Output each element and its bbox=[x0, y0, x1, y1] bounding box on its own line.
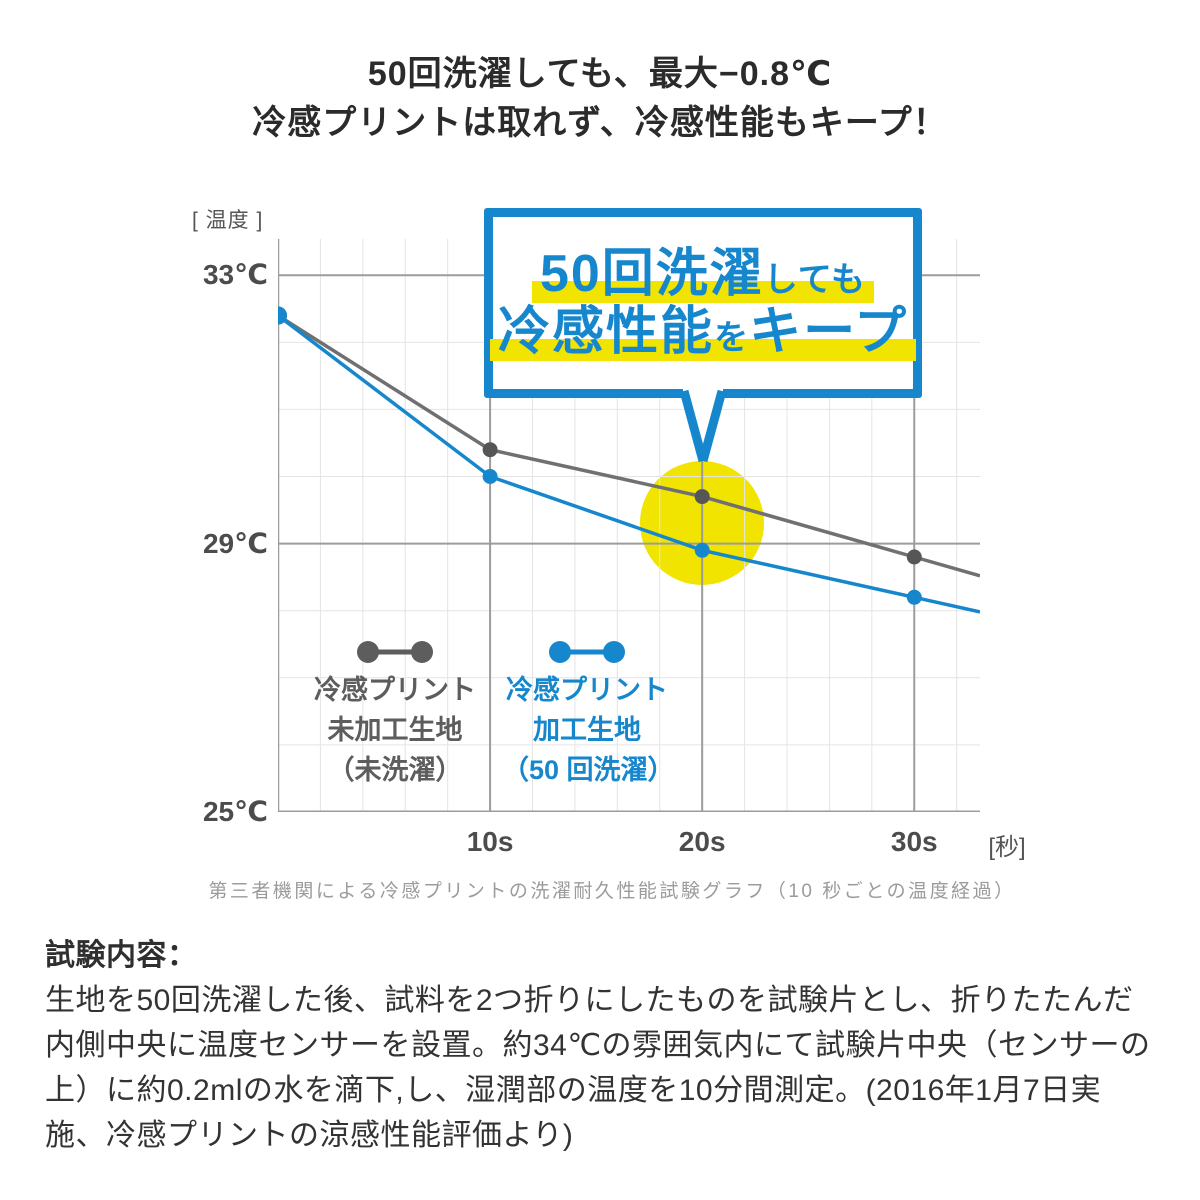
callout-bubble: 50回洗濯しても 冷感性能をキープ bbox=[484, 208, 922, 398]
callout-text: を bbox=[714, 319, 750, 357]
legend-label: （50 回洗濯） bbox=[502, 755, 675, 785]
page-title: 50回洗濯しても、最大−0.8℃ 冷感プリントは取れず、冷感性能もキープ！ bbox=[0, 50, 1200, 148]
callout-text: しても bbox=[763, 260, 867, 299]
callout-line1: 50回洗濯しても bbox=[531, 244, 875, 303]
legend-item-treated: 冷感プリント 加工生地 （50 回洗濯） bbox=[502, 640, 675, 790]
page-title-line1: 50回洗濯しても、最大−0.8℃ bbox=[367, 55, 833, 93]
callout-text: 50回洗濯 bbox=[539, 244, 764, 303]
callout-tail-icon bbox=[679, 389, 727, 463]
legend-label: 冷感プリント bbox=[506, 675, 668, 705]
legend-label: 冷感プリント bbox=[314, 675, 476, 705]
x-tick-label: 30s bbox=[890, 826, 938, 857]
chart-caption: 第三者機関による冷感プリントの洗濯耐久性能試験グラフ（10 秒ごとの温度経過） bbox=[208, 881, 1016, 902]
legend-label: 未加工生地 bbox=[327, 715, 463, 745]
x-tick-label: 20s bbox=[678, 826, 726, 857]
legend-label: 加工生地 bbox=[533, 715, 641, 745]
callout-text: キープ bbox=[749, 303, 908, 361]
y-tick-label: 29℃ bbox=[202, 527, 268, 559]
page-title-line2: 冷感プリントは取れず、冷感性能もキープ！ bbox=[252, 104, 948, 142]
y-axis-unit-label: [ 温度 ] bbox=[192, 209, 264, 232]
y-tick-label: 25℃ bbox=[202, 796, 268, 827]
callout-line2: 冷感性能をキープ bbox=[490, 303, 916, 362]
callout-text: 冷感性能 bbox=[498, 303, 715, 361]
legend-item-untreated: 冷感プリント 未加工生地 （未洗濯） bbox=[310, 640, 480, 790]
legend-label: （未洗濯） bbox=[327, 755, 463, 785]
test-heading: 試験内容： bbox=[45, 939, 198, 972]
blue-line-marker-icon bbox=[549, 641, 625, 663]
x-tick-label: 10s bbox=[466, 826, 514, 857]
y-tick-label: 33℃ bbox=[202, 259, 268, 291]
x-axis-unit-label: [秒] bbox=[988, 834, 1026, 861]
test-body: 生地を50回洗濯した後、試料を2つ折りにしたものを試験片とし、折りたたんだ内側中… bbox=[45, 984, 1151, 1152]
test-description: 試験内容： 生地を50回洗濯した後、試料を2つ折りにしたものを試験片とし、折りた… bbox=[45, 933, 1160, 1158]
gray-line-marker-icon bbox=[357, 641, 433, 663]
